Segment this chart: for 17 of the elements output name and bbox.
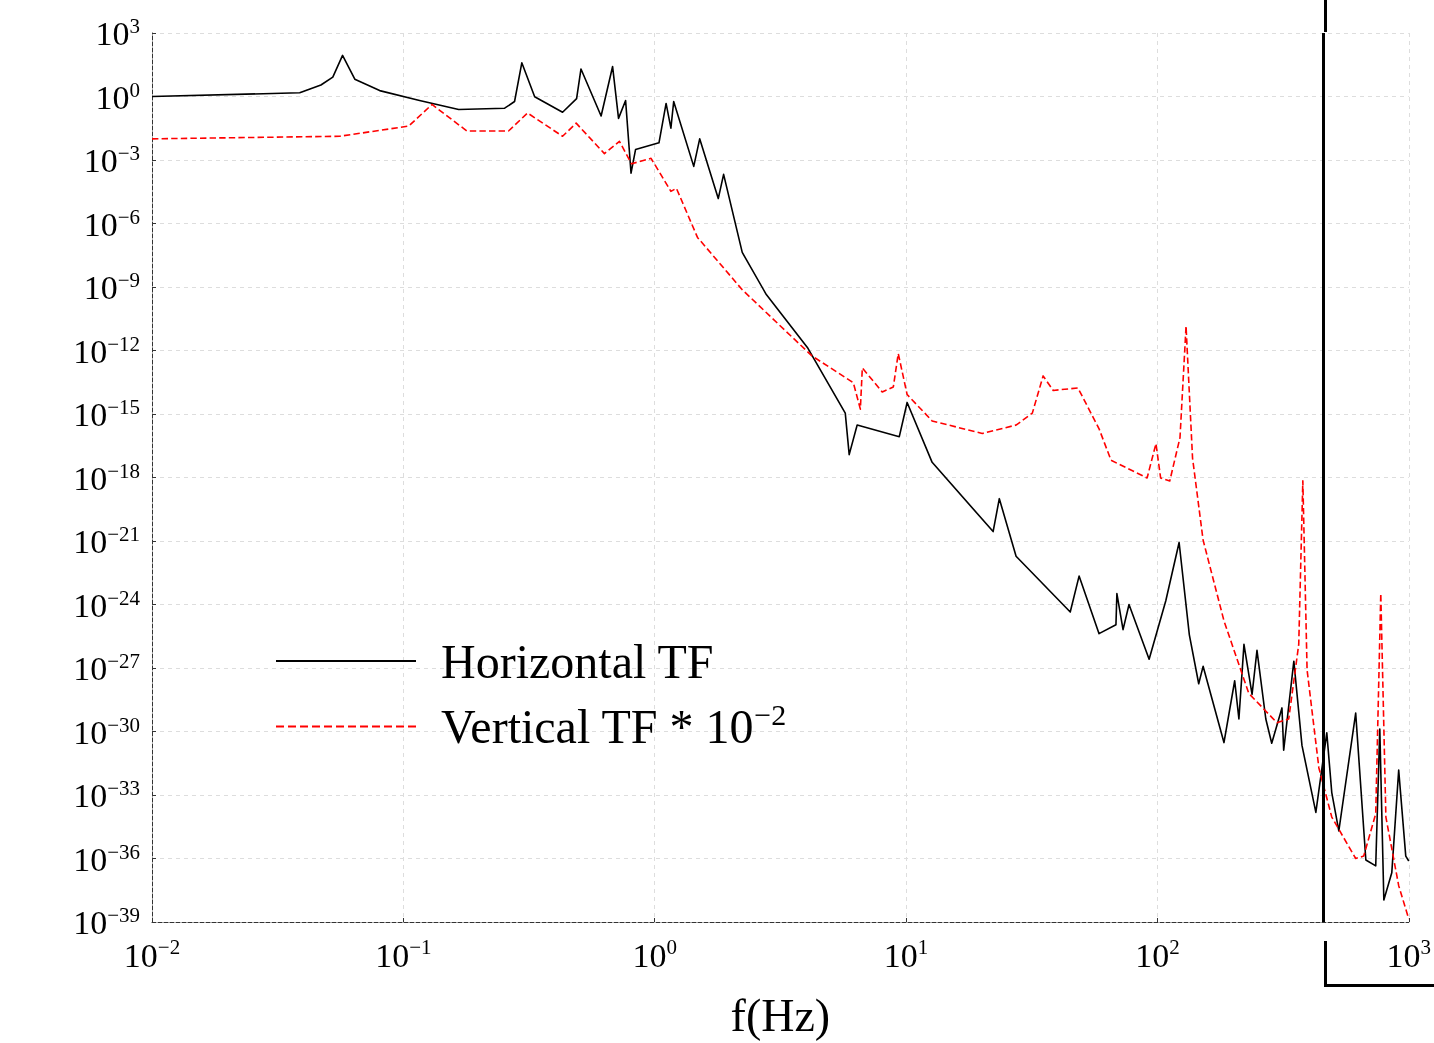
y-tick-label: 10$^{−15}$ — [73, 395, 140, 433]
y-tick-label: 10$^{−6}$ — [83, 204, 140, 243]
y-tick-label: 10$^{−27}$ — [73, 649, 140, 687]
y-tick-label: 10$^{−36}$ — [73, 839, 140, 878]
legend-label: Horizontal TF — [441, 634, 714, 688]
y-tick-label: 10$^{−3}$ — [83, 141, 140, 179]
y-tick-label: 10$^{−30}$ — [73, 712, 140, 751]
x-axis-title: f(Hz) — [730, 989, 831, 1041]
y-tick-label: 10$^{−18}$ — [73, 458, 140, 497]
y-tick-label: 10$^{−24}$ — [73, 585, 141, 624]
y-tick-label: 10$^{−39}$ — [73, 903, 140, 941]
y-tick-label: 10$^{−21}$ — [73, 522, 140, 560]
y-tick-label: 10$^{−33}$ — [73, 776, 140, 814]
y-tick-label: 10$^{−12}$ — [73, 331, 140, 370]
y-tick-label: 10$^{−9}$ — [83, 268, 140, 306]
y-tick-label: 10$^{3}$ — [95, 14, 140, 52]
y-tick-label: 10$^{0}$ — [95, 77, 140, 116]
